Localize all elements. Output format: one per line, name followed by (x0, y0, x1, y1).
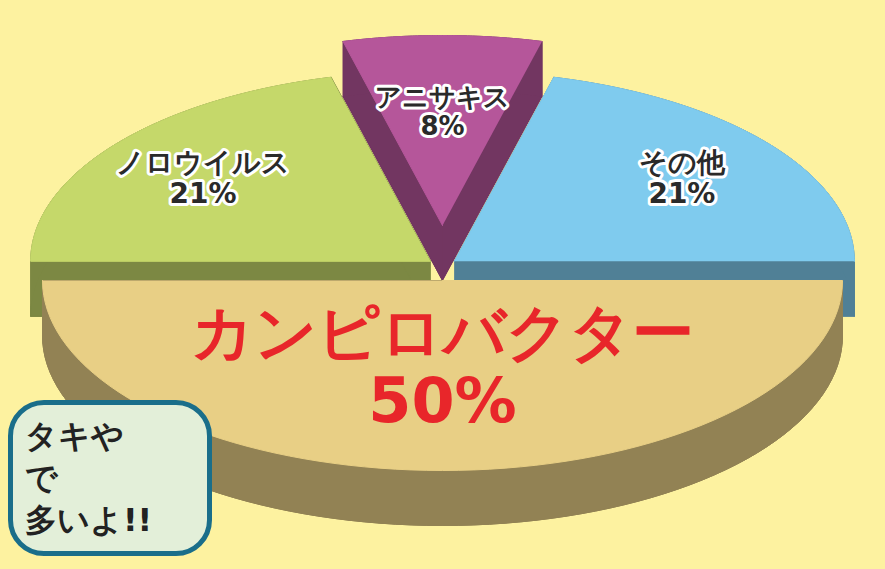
svg-text:アニサキス8%: アニサキス8% (375, 82, 510, 141)
svg-text:その他21%: その他21% (639, 146, 726, 210)
html-text:で: で (25, 459, 58, 497)
html-text:多いよ!!: 多いよ!! (25, 501, 153, 539)
svg-text:ノロウイルス21%: ノロウイルス21% (116, 146, 290, 210)
svg-text:カンピロバクター50%: カンピロバクター50% (191, 296, 694, 437)
html-text:タキや: タキや (25, 417, 124, 455)
